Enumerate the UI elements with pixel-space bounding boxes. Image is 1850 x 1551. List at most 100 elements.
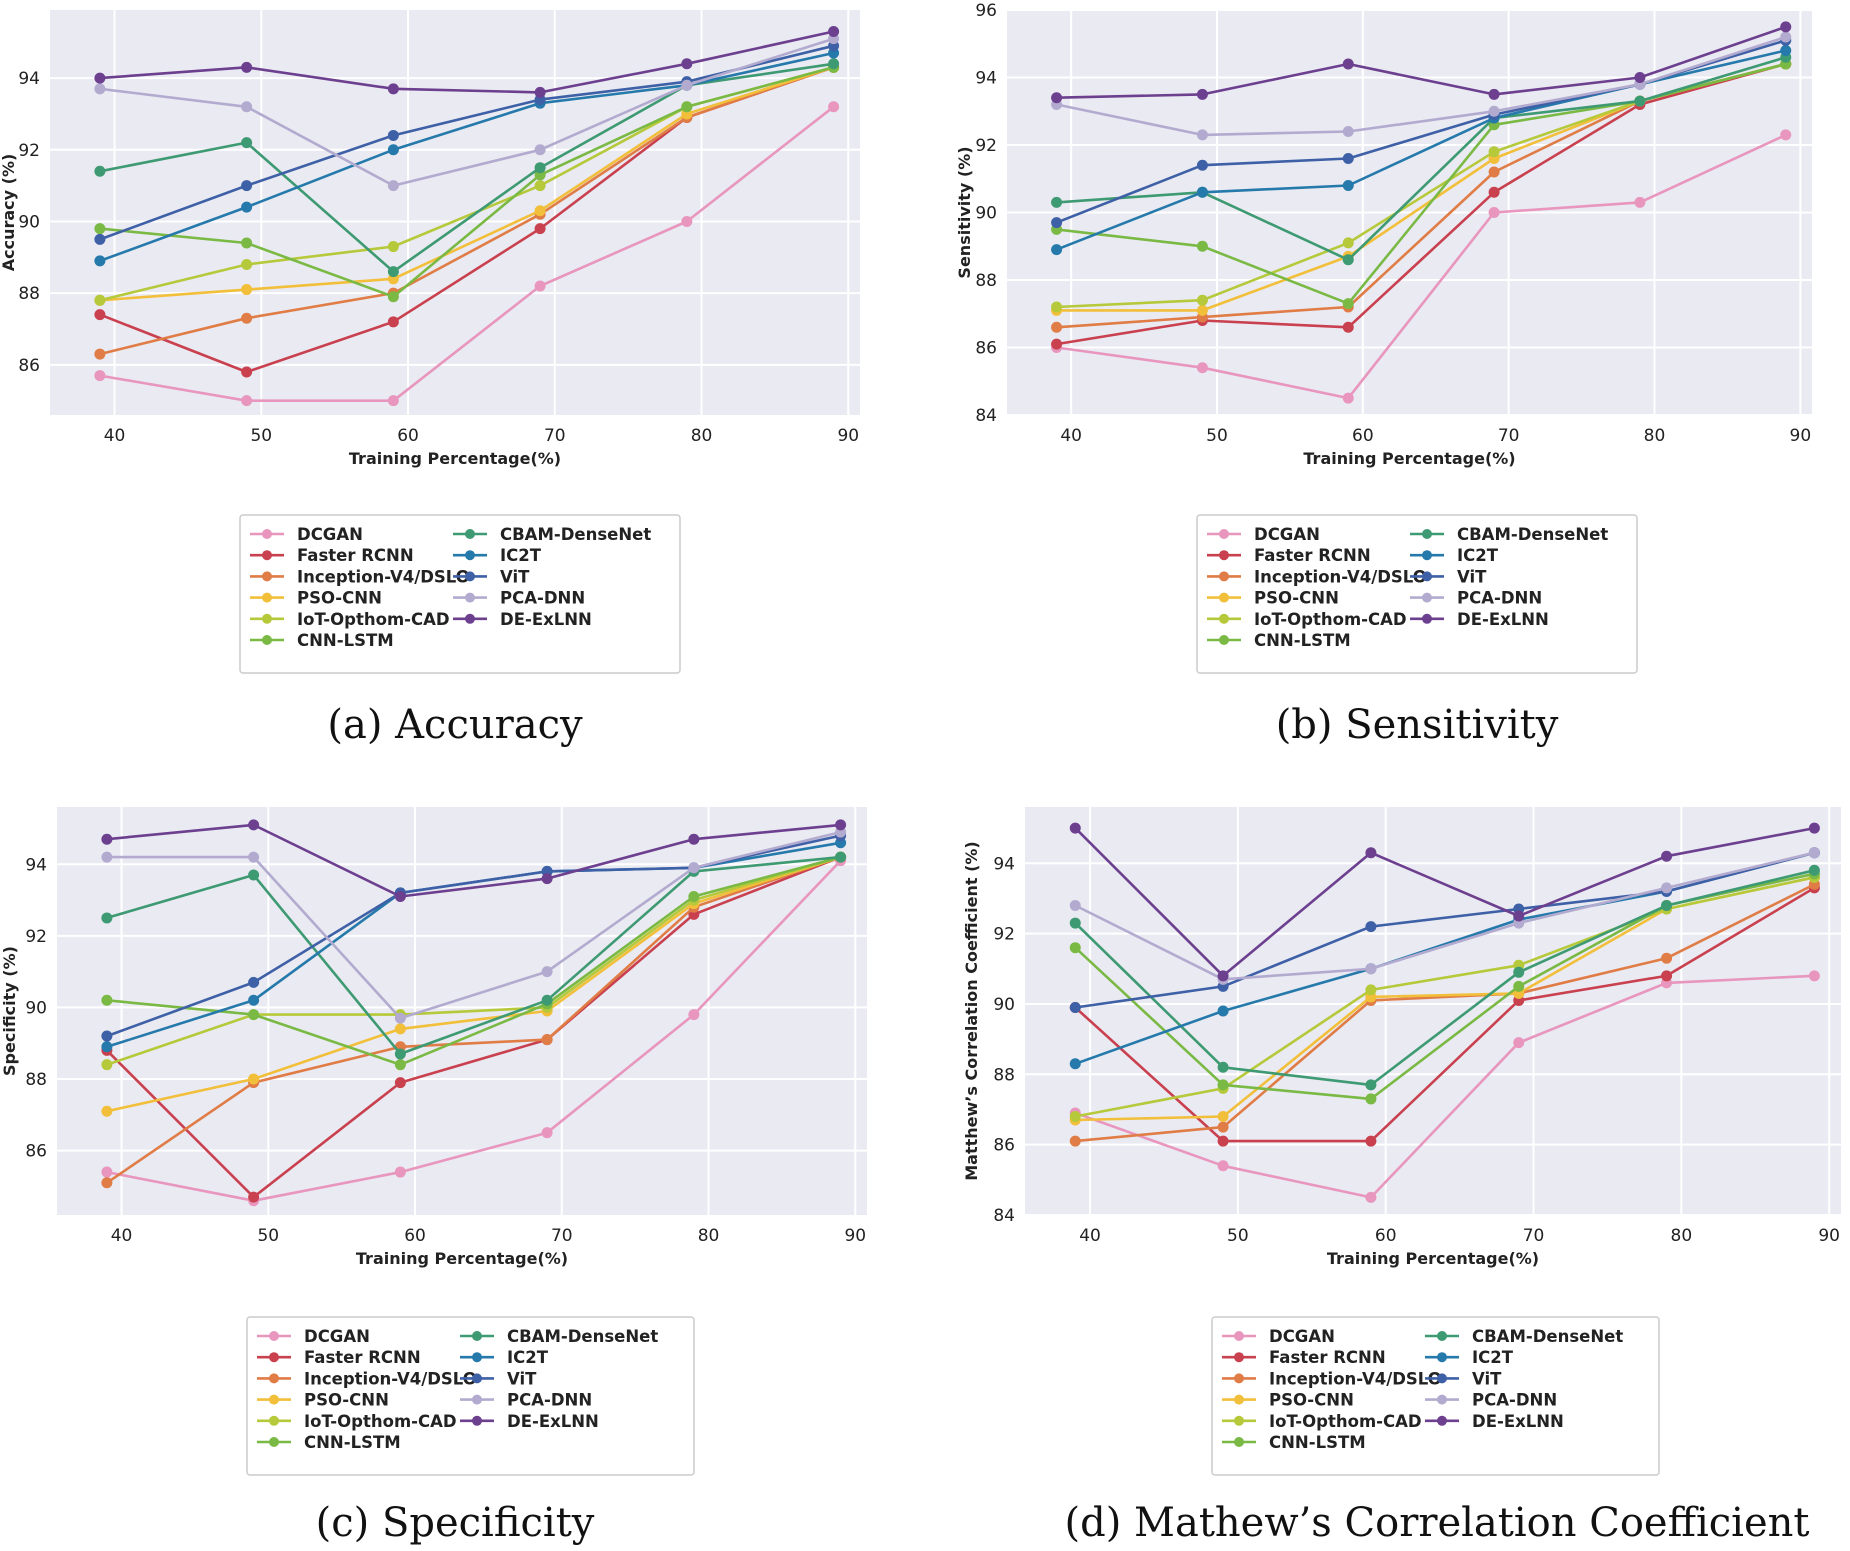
legend-item-ic2t: IC2T (453, 546, 542, 565)
legend-label: CNN-LSTM (1254, 631, 1351, 650)
legend-swatch-marker (269, 1415, 279, 1426)
data-point (1661, 850, 1673, 862)
data-point (1513, 910, 1525, 922)
legend-item-ic2t: IC2T (1425, 1348, 1514, 1367)
legend-label: IC2T (507, 1348, 549, 1367)
data-point (828, 26, 840, 38)
data-point (1365, 1079, 1377, 1091)
data-point (241, 284, 253, 296)
legend-box (246, 1316, 695, 1476)
data-point (1342, 58, 1354, 70)
series-line (106, 859, 842, 1202)
data-point (101, 994, 113, 1006)
data-point (1217, 1005, 1229, 1017)
data-point (248, 851, 260, 863)
legend: DCGAN Faster RCNN Inception-V4/DSLO PSO-CNN… (246, 1316, 695, 1476)
legend-swatch-marker (262, 571, 272, 582)
x-tick-label: 90 (837, 426, 859, 446)
legend-swatch-marker (1437, 1373, 1447, 1384)
data-point (101, 1030, 113, 1042)
legend-swatch-marker (1437, 1394, 1447, 1405)
data-point (248, 1073, 260, 1085)
data-point (688, 833, 700, 845)
data-point (534, 180, 546, 192)
data-point (541, 1127, 553, 1139)
x-tick-label: 60 (397, 426, 419, 446)
data-point (1488, 105, 1500, 117)
x-tick-label: 50 (1227, 1226, 1249, 1246)
data-point (94, 165, 106, 177)
series-line (1075, 876, 1815, 1118)
legend-swatch-marker (1219, 613, 1229, 624)
data-point (1342, 153, 1354, 164)
data-point (1780, 31, 1792, 43)
data-point (387, 266, 399, 278)
legend-item-faster-rcnn: Faster RCNN (250, 546, 414, 565)
series-line (1056, 25, 1787, 99)
legend-swatch-marker (1437, 1352, 1447, 1363)
data-point (387, 83, 399, 95)
data-point (248, 1191, 260, 1203)
chart-caption: (a) Accuracy (327, 702, 583, 748)
legend-swatch-marker (269, 1373, 279, 1384)
data-point (534, 144, 546, 156)
series-line (1056, 49, 1787, 251)
legend-item-pso-cnn: PSO-CNN (250, 589, 382, 608)
data-point (1513, 980, 1525, 992)
legend-label: DCGAN (1254, 525, 1320, 544)
data-point (387, 144, 399, 156)
data-point (101, 1105, 113, 1117)
data-point (1661, 899, 1673, 911)
data-point (1217, 1160, 1229, 1172)
data-point (534, 162, 546, 174)
legend-label: IoT-Opthom-CAD (304, 1412, 457, 1431)
legend-item-dcgan: DCGAN (1222, 1327, 1335, 1346)
legend-label: DCGAN (297, 525, 363, 544)
y-tick-label: 88 (975, 271, 997, 291)
data-point (1808, 847, 1820, 859)
data-point (387, 241, 399, 253)
legend-item-iot-opthom-cad: IoT-Opthom-CAD (1222, 1412, 1422, 1431)
legend-item-pso-cnn: PSO-CNN (1207, 589, 1339, 608)
legend-item-de-exlnn: DE-ExLNN (453, 610, 592, 629)
data-point (1069, 942, 1081, 954)
data-point (681, 215, 693, 227)
legend-swatch-marker (269, 1331, 279, 1341)
data-point (94, 294, 106, 306)
data-point (387, 395, 399, 407)
data-point (1196, 362, 1208, 374)
plot-area (1025, 807, 1841, 1215)
legend-swatch-marker (472, 1331, 482, 1341)
legend-swatch-marker (1437, 1415, 1447, 1426)
data-point (394, 1012, 406, 1024)
data-point (248, 869, 260, 881)
legend: DCGAN Faster RCNN Inception-V4/DSLO PSO-CNN… (1196, 514, 1638, 674)
legend-item-cnn-lstm: CNN-LSTM (1222, 1433, 1366, 1452)
y-tick-label: 88 (25, 1070, 47, 1090)
legend-label: PCA-DNN (1457, 589, 1542, 608)
legend-item-pca-dnn: PCA-DNN (453, 589, 585, 608)
data-point (101, 851, 113, 863)
data-point (94, 72, 106, 84)
series-line (99, 30, 834, 94)
series-line (1056, 35, 1787, 137)
data-point (835, 851, 847, 863)
data-point (1661, 882, 1673, 894)
legend-swatch-marker (465, 592, 475, 603)
data-point (688, 1009, 700, 1021)
data-point (248, 1009, 260, 1021)
series-dcgan (94, 101, 840, 407)
x-tick-label: 90 (1790, 426, 1812, 446)
x-tick-label: 60 (1352, 426, 1374, 446)
data-point (1196, 294, 1208, 306)
data-point (681, 101, 693, 113)
data-point (394, 1077, 406, 1089)
chart-3: 86 88 90 92 94 40 50 60 70 80 90 Training Percentag… (0, 807, 867, 1546)
legend-swatch-marker (1219, 571, 1229, 582)
data-point (1196, 88, 1208, 100)
data-point (1808, 822, 1820, 834)
legend-item-iot-opthom-cad: IoT-Opthom-CAD (257, 1412, 457, 1431)
legend-swatch-marker (1422, 529, 1432, 539)
legend-label: Inception-V4/DSLO (1254, 567, 1427, 586)
y-tick-label: 86 (25, 1142, 47, 1162)
